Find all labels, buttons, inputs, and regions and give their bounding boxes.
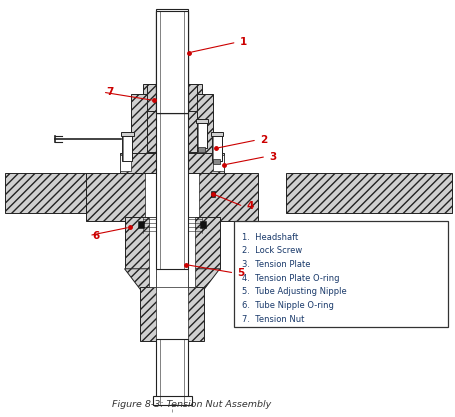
Bar: [156, 113, 188, 269]
Bar: [145, 173, 199, 221]
Bar: [156, 109, 188, 152]
Text: 2: 2: [260, 135, 268, 145]
Polygon shape: [125, 269, 220, 289]
Bar: [213, 155, 224, 171]
Bar: [156, 9, 188, 113]
Bar: [131, 94, 213, 154]
Text: 3: 3: [269, 151, 277, 161]
Text: 6.  Tube Nipple O-ring: 6. Tube Nipple O-ring: [243, 301, 334, 310]
Bar: [153, 396, 192, 405]
Text: 4: 4: [247, 201, 254, 211]
Bar: [147, 84, 197, 111]
Text: 3.  Tension Plate: 3. Tension Plate: [243, 260, 311, 269]
Bar: [156, 339, 188, 404]
Bar: [211, 132, 223, 136]
Bar: [212, 134, 222, 161]
Bar: [120, 153, 224, 173]
Bar: [287, 173, 452, 213]
Text: 7: 7: [106, 87, 113, 97]
Text: 2.  Lock Screw: 2. Lock Screw: [243, 246, 303, 255]
Bar: [156, 153, 188, 173]
Bar: [121, 132, 134, 136]
Bar: [156, 269, 188, 289]
Text: Figure 8-3: Tension Nut Assembly: Figure 8-3: Tension Nut Assembly: [111, 400, 271, 409]
Bar: [147, 109, 197, 152]
Bar: [200, 221, 206, 228]
Bar: [213, 159, 220, 164]
Text: 1.  Headshaft: 1. Headshaft: [243, 233, 299, 241]
Bar: [198, 146, 205, 151]
Bar: [156, 11, 188, 113]
Bar: [141, 287, 204, 342]
Bar: [156, 11, 188, 113]
Bar: [150, 217, 156, 287]
Bar: [138, 221, 144, 228]
Text: 5.  Tube Adjusting Nipple: 5. Tube Adjusting Nipple: [243, 287, 347, 296]
Text: 6: 6: [92, 231, 100, 241]
Bar: [156, 287, 188, 342]
Text: 7.  Tension Nut: 7. Tension Nut: [243, 315, 305, 324]
Bar: [188, 217, 195, 287]
Bar: [156, 217, 188, 269]
Bar: [196, 119, 208, 123]
Bar: [120, 155, 131, 171]
Bar: [143, 84, 202, 94]
Text: 5: 5: [238, 268, 245, 278]
Bar: [197, 121, 207, 148]
Bar: [156, 94, 188, 154]
Bar: [122, 134, 132, 161]
Text: 1: 1: [240, 37, 247, 47]
Bar: [156, 84, 188, 94]
Bar: [156, 84, 188, 111]
Bar: [211, 191, 215, 197]
Text: 4.  Tension Plate O-ring: 4. Tension Plate O-ring: [243, 274, 340, 283]
Bar: [234, 221, 449, 327]
Bar: [86, 173, 258, 221]
Bar: [125, 217, 220, 269]
Bar: [5, 173, 101, 213]
